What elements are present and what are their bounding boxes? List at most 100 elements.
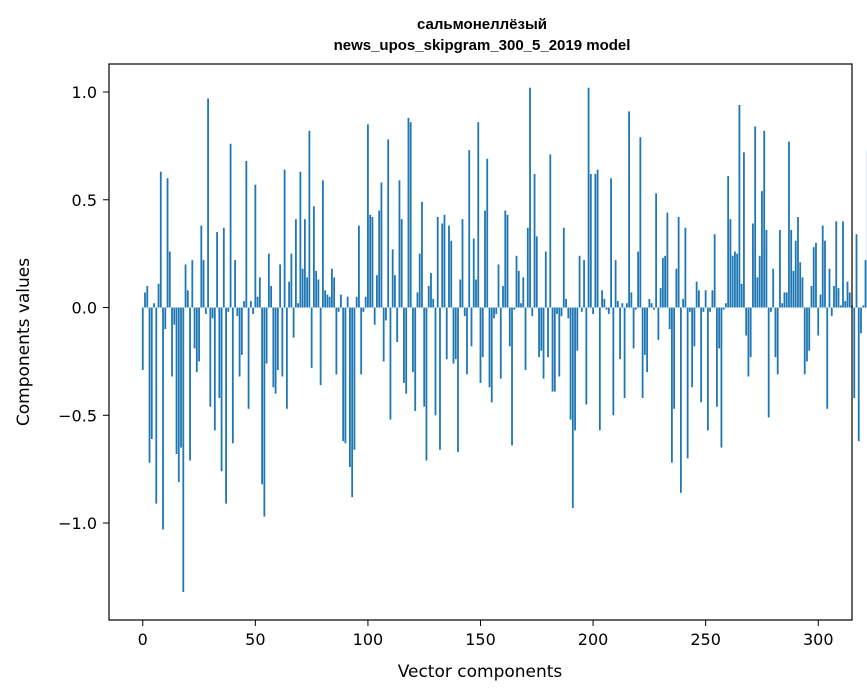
bar-306 [830,307,833,317]
bar-158 [497,264,500,308]
bar-30 [209,307,212,407]
bar-138 [452,307,455,364]
bar-272 [754,126,757,308]
bar-193 [576,307,579,351]
bar-18 [182,307,185,592]
bar-15 [175,307,178,455]
bar-205 [603,298,606,308]
bar-230 [659,288,662,308]
bar-50 [254,184,257,308]
bar-305 [828,268,831,308]
bar-44 [240,307,243,355]
bar-43 [238,307,241,377]
bar-131 [436,217,439,308]
bar-212 [619,307,621,360]
bar-207 [607,307,610,314]
bar-209 [612,307,615,416]
bar-181 [549,154,552,308]
bar-94 [353,307,356,450]
bar-274 [758,255,761,308]
bar-67 [292,307,295,338]
bar-185 [558,307,561,377]
bar-135 [445,307,448,360]
bar-86 [335,307,338,375]
bar-248 [700,307,703,403]
bar-68 [294,219,297,308]
bar-227 [652,307,655,310]
x-tick-label-50: 50 [245,630,265,649]
bar-301 [819,294,822,308]
bar-186 [560,307,563,317]
bar-35 [220,307,223,472]
bar-110 [389,307,392,420]
bar-14 [173,307,176,325]
bar-313 [846,281,849,308]
bar-318 [857,307,860,442]
bar-255 [716,307,718,407]
chart-title-line1: сальмонеллёзый [417,16,547,33]
bar-122 [416,292,419,308]
bar-308 [835,221,838,308]
bar-146 [470,307,473,347]
bar-58 [272,307,275,388]
bar-36 [222,227,225,308]
bar-61 [279,264,282,308]
bar-11 [166,178,169,308]
bar-109 [387,139,390,308]
bar-215 [625,303,628,308]
bar-217 [630,292,633,308]
bar-90 [344,307,347,444]
bar-137 [450,240,453,308]
bar-144 [466,307,468,375]
bar-91 [346,296,349,308]
bar-208 [610,178,612,308]
bar-261 [729,219,732,308]
bar-173 [531,307,534,317]
bar-165 [513,307,516,310]
bar-83 [328,296,331,308]
bar-320 [862,305,865,308]
bar-105 [378,210,381,308]
bar-46 [245,160,248,308]
bar-69 [297,303,300,308]
bar-120 [412,307,414,373]
y-tick-label-4: 1.0 [72,83,97,102]
bar-302 [821,225,824,308]
bar-231 [661,257,664,308]
bar-164 [511,307,513,446]
bar-294 [803,307,806,375]
bar-133 [441,223,444,308]
bar-31 [211,307,214,319]
y-tick-label-3: 0.5 [72,191,97,210]
bar-171 [526,227,529,308]
bar-12 [168,251,171,308]
bar-191 [571,307,574,508]
bar-155 [490,307,493,403]
bar-219 [634,307,637,310]
bar-152 [484,210,486,308]
bar-89 [342,307,345,442]
bar-223 [643,307,646,355]
bar-262 [731,255,734,308]
bar-25 [198,307,200,362]
bar-60 [276,307,279,371]
bar-145 [468,150,471,308]
bar-34 [218,307,221,399]
bar-13 [171,307,173,377]
bar-37 [225,307,227,504]
bar-113 [396,307,399,342]
bar-250 [704,290,707,308]
bar-118 [407,117,410,308]
bar-174 [533,173,536,308]
bar-247 [698,290,700,308]
bar-249 [702,307,705,312]
bar-7 [157,283,160,308]
bar-287 [788,141,790,308]
bar-258 [722,307,725,310]
bar-225 [648,298,651,308]
bar-224 [646,307,649,373]
bar-72 [303,219,306,308]
bar-27 [202,260,205,308]
bar-148 [475,279,477,308]
